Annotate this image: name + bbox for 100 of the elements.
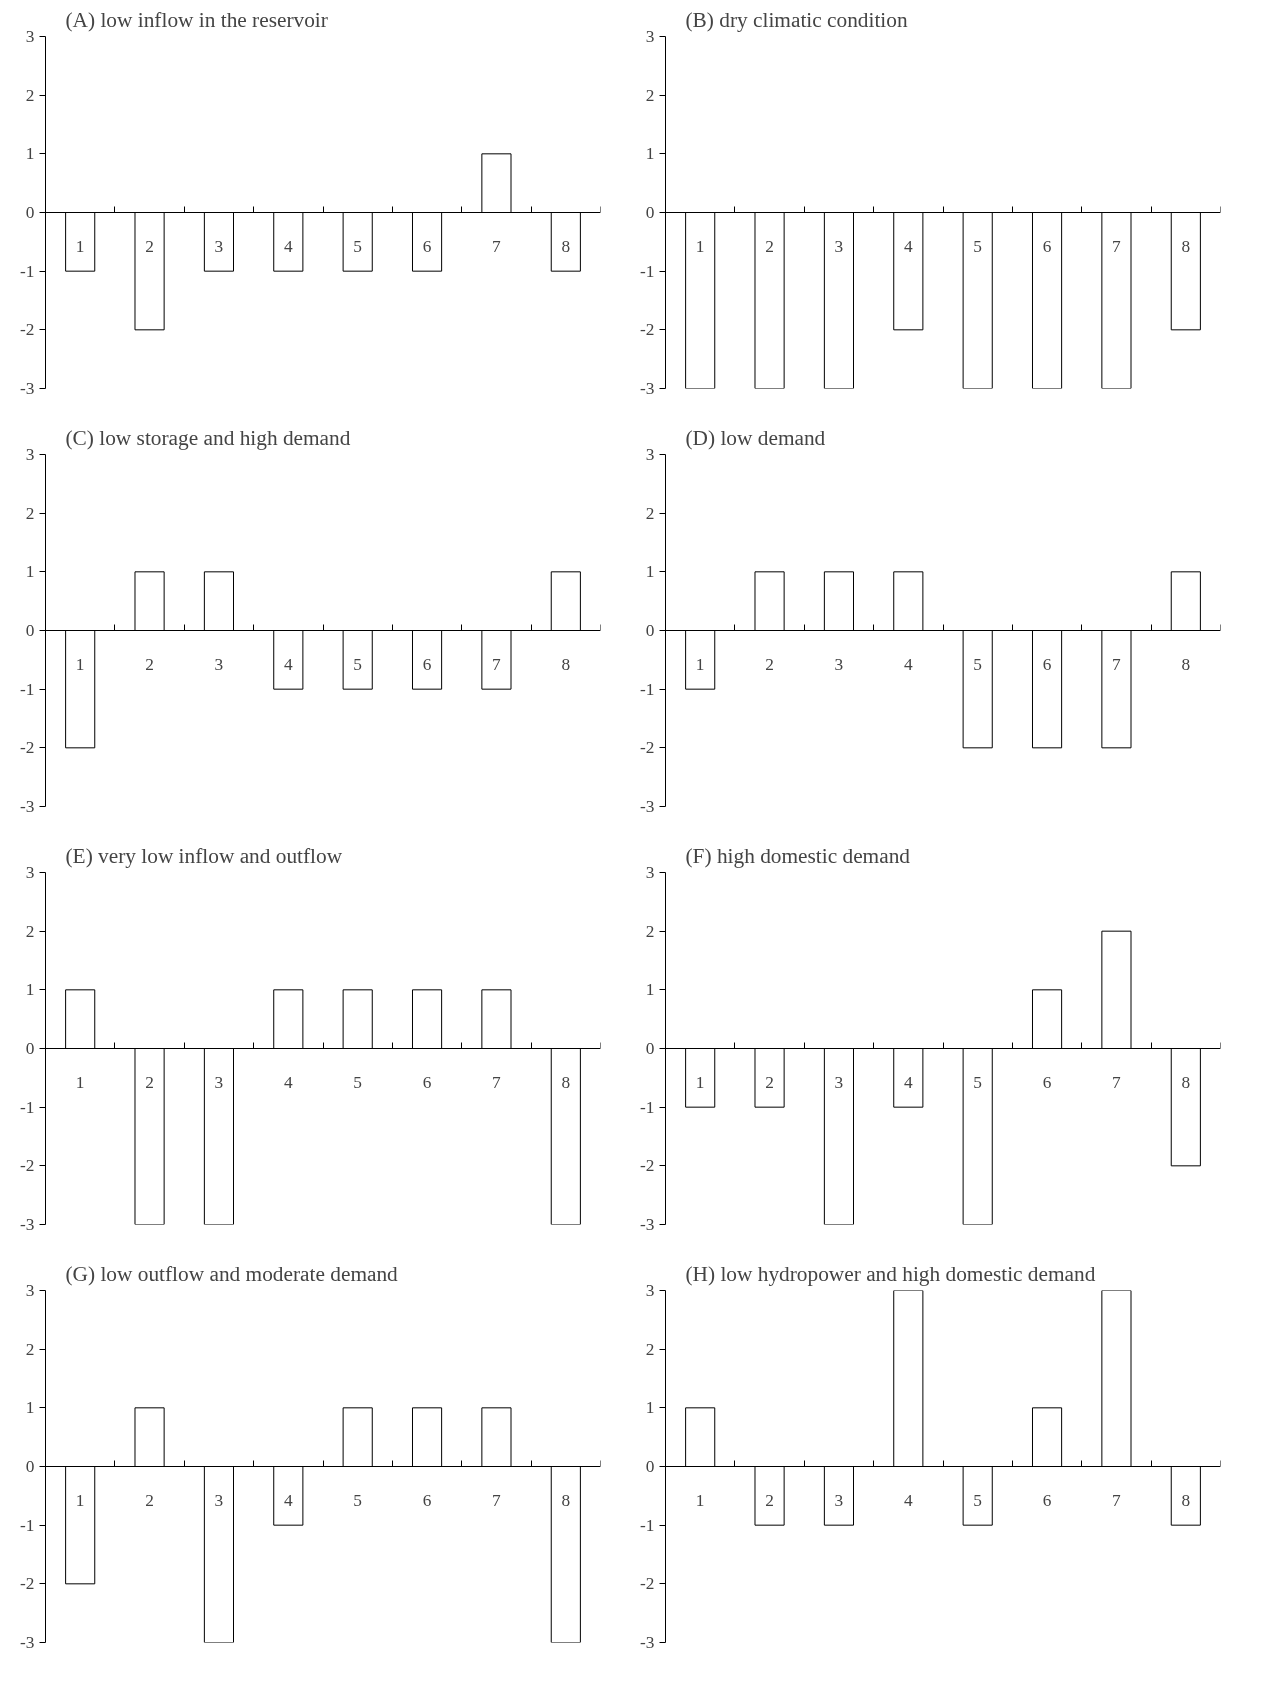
x-tick-label: 5 <box>973 1490 983 1510</box>
y-tick-label: 3 <box>645 1281 655 1300</box>
x-tick-label: 7 <box>1112 654 1122 674</box>
y-tick-label: 3 <box>25 27 35 46</box>
x-tick-label: 3 <box>834 654 844 674</box>
chart-title: (F) high domestic demand <box>685 843 911 868</box>
chart-title: (D) low demand <box>685 425 826 450</box>
y-tick-label: -3 <box>640 1215 655 1234</box>
y-tick-label: -3 <box>640 1633 655 1652</box>
x-tick-label: 6 <box>422 654 432 674</box>
y-tick-label: 0 <box>25 1457 35 1476</box>
x-tick-label: 2 <box>765 236 774 256</box>
y-tick-label: -1 <box>640 261 655 281</box>
y-tick-label: -2 <box>640 1156 655 1176</box>
x-tick-label: 3 <box>214 1072 224 1092</box>
y-tick-label: 3 <box>25 445 35 464</box>
x-tick-label: 7 <box>492 1490 502 1510</box>
y-tick-label: 2 <box>645 503 655 523</box>
chart-title: (A) low inflow in the reservoir <box>65 7 328 32</box>
x-tick-label: 4 <box>283 1072 293 1092</box>
y-tick-label: 1 <box>645 562 655 582</box>
y-tick-label: -1 <box>640 1515 655 1535</box>
x-tick-label: 2 <box>145 1490 154 1510</box>
x-tick-label: 5 <box>973 1072 983 1092</box>
x-tick-label: 1 <box>695 654 705 674</box>
x-tick-label: 8 <box>1181 1490 1191 1510</box>
y-tick-label: 0 <box>25 203 35 222</box>
x-tick-label: 1 <box>695 1490 705 1510</box>
y-tick-label: -3 <box>20 797 35 816</box>
x-tick-label: 1 <box>75 236 85 256</box>
x-tick-label: 7 <box>1112 1490 1122 1510</box>
x-tick-label: 2 <box>765 654 774 674</box>
x-tick-label: 6 <box>1042 1072 1052 1092</box>
x-tick-label: 1 <box>75 654 85 674</box>
y-tick-label: -2 <box>640 738 655 758</box>
x-tick-label: 5 <box>973 236 983 256</box>
x-tick-label: 4 <box>283 236 293 256</box>
x-tick-label: 1 <box>695 1072 705 1092</box>
x-tick-label: 2 <box>145 1072 154 1092</box>
x-tick-label: 8 <box>561 1072 571 1092</box>
x-tick-label: 6 <box>422 1072 432 1092</box>
x-tick-label: 7 <box>492 236 502 256</box>
y-tick-label: 2 <box>645 921 655 941</box>
y-tick-label: -1 <box>20 679 35 699</box>
y-tick-label: -3 <box>20 379 35 398</box>
chart-title: (C) low storage and high demand <box>65 425 351 450</box>
x-tick-label: 8 <box>1181 1072 1191 1092</box>
y-tick-label: 3 <box>645 863 655 882</box>
y-tick-label: 0 <box>25 1039 35 1058</box>
x-tick-label: 2 <box>765 1072 774 1092</box>
y-tick-label: -3 <box>640 797 655 816</box>
y-tick-label: 3 <box>25 863 35 882</box>
x-tick-label: 6 <box>1042 654 1052 674</box>
x-tick-label: 2 <box>765 1490 774 1510</box>
y-tick-label: 2 <box>25 921 35 941</box>
y-tick-label: 1 <box>645 144 655 164</box>
x-tick-label: 3 <box>834 236 844 256</box>
x-tick-label: 5 <box>353 1490 363 1510</box>
y-tick-label: 0 <box>645 203 655 222</box>
x-tick-label: 8 <box>561 236 571 256</box>
chart-title: (E) very low inflow and outflow <box>65 843 343 868</box>
y-tick-label: 1 <box>25 562 35 582</box>
x-tick-label: 4 <box>283 654 293 674</box>
y-tick-label: 3 <box>645 27 655 46</box>
x-tick-label: 3 <box>214 654 224 674</box>
y-tick-label: 1 <box>645 1398 655 1418</box>
y-tick-label: 1 <box>645 980 655 1000</box>
y-tick-label: -2 <box>20 1574 35 1594</box>
y-tick-label: -1 <box>20 1097 35 1117</box>
y-tick-label: 2 <box>25 503 35 523</box>
x-tick-label: 6 <box>422 1490 432 1510</box>
x-tick-label: 1 <box>75 1490 85 1510</box>
y-tick-label: 0 <box>645 1457 655 1476</box>
y-tick-label: 1 <box>25 980 35 1000</box>
y-tick-label: 1 <box>25 144 35 164</box>
x-tick-label: 1 <box>695 236 705 256</box>
x-tick-label: 6 <box>1042 236 1052 256</box>
y-tick-label: 1 <box>25 1398 35 1418</box>
y-tick-label: 3 <box>645 445 655 464</box>
chart-title: (G) low outflow and moderate demand <box>65 1261 399 1286</box>
x-tick-label: 3 <box>214 236 224 256</box>
x-tick-label: 7 <box>492 1072 502 1092</box>
x-tick-label: 4 <box>903 1072 913 1092</box>
y-tick-label: 2 <box>25 1339 35 1359</box>
y-tick-label: -2 <box>640 1574 655 1594</box>
x-tick-label: 4 <box>903 236 913 256</box>
y-tick-label: 0 <box>645 621 655 640</box>
y-tick-label: -1 <box>640 679 655 699</box>
x-tick-label: 4 <box>283 1490 293 1510</box>
y-tick-label: -3 <box>20 1215 35 1234</box>
x-tick-label: 3 <box>834 1072 844 1092</box>
x-tick-label: 5 <box>353 1072 363 1092</box>
x-tick-label: 7 <box>1112 1072 1122 1092</box>
x-tick-label: 7 <box>1112 236 1122 256</box>
y-tick-label: 2 <box>645 1339 655 1359</box>
chart-title: (H) low hydropower and high domestic demand <box>685 1261 1096 1286</box>
x-tick-label: 6 <box>422 236 432 256</box>
y-tick-label: -2 <box>20 320 35 340</box>
x-tick-label: 4 <box>903 1490 913 1510</box>
y-tick-label: -2 <box>20 1156 35 1176</box>
